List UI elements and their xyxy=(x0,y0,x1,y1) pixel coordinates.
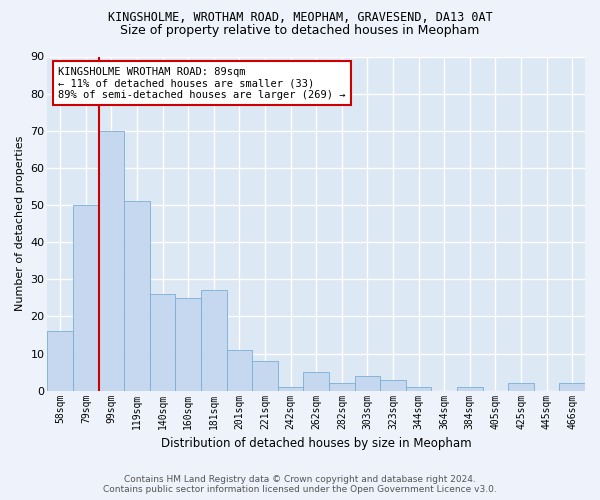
Bar xyxy=(47,331,73,390)
Text: Size of property relative to detached houses in Meopham: Size of property relative to detached ho… xyxy=(121,24,479,37)
Bar xyxy=(278,387,304,390)
Text: Contains HM Land Registry data © Crown copyright and database right 2024.
Contai: Contains HM Land Registry data © Crown c… xyxy=(103,474,497,494)
X-axis label: Distribution of detached houses by size in Meopham: Distribution of detached houses by size … xyxy=(161,437,472,450)
Y-axis label: Number of detached properties: Number of detached properties xyxy=(15,136,25,312)
Bar xyxy=(98,131,124,390)
Bar xyxy=(406,387,431,390)
Bar xyxy=(457,387,482,390)
Bar xyxy=(175,298,201,390)
Bar xyxy=(355,376,380,390)
Bar xyxy=(559,383,585,390)
Bar xyxy=(73,205,98,390)
Text: KINGSHOLME WROTHAM ROAD: 89sqm
← 11% of detached houses are smaller (33)
89% of : KINGSHOLME WROTHAM ROAD: 89sqm ← 11% of … xyxy=(58,66,346,100)
Bar xyxy=(150,294,175,390)
Bar xyxy=(508,383,534,390)
Bar xyxy=(329,383,355,390)
Bar xyxy=(227,350,252,391)
Bar xyxy=(304,372,329,390)
Text: KINGSHOLME, WROTHAM ROAD, MEOPHAM, GRAVESEND, DA13 0AT: KINGSHOLME, WROTHAM ROAD, MEOPHAM, GRAVE… xyxy=(107,11,493,24)
Bar xyxy=(252,361,278,390)
Bar xyxy=(201,290,227,390)
Bar xyxy=(124,202,150,390)
Bar xyxy=(380,380,406,390)
